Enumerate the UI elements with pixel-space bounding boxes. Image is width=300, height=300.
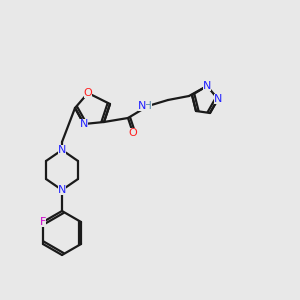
Text: N: N (58, 145, 66, 155)
Text: H: H (144, 101, 152, 111)
Text: N: N (138, 101, 146, 111)
Text: N: N (203, 81, 211, 91)
Text: O: O (84, 88, 92, 98)
Text: F: F (40, 217, 46, 227)
Text: N: N (58, 185, 66, 195)
Text: N: N (80, 119, 88, 129)
Text: N: N (214, 94, 222, 104)
Text: O: O (129, 128, 137, 138)
